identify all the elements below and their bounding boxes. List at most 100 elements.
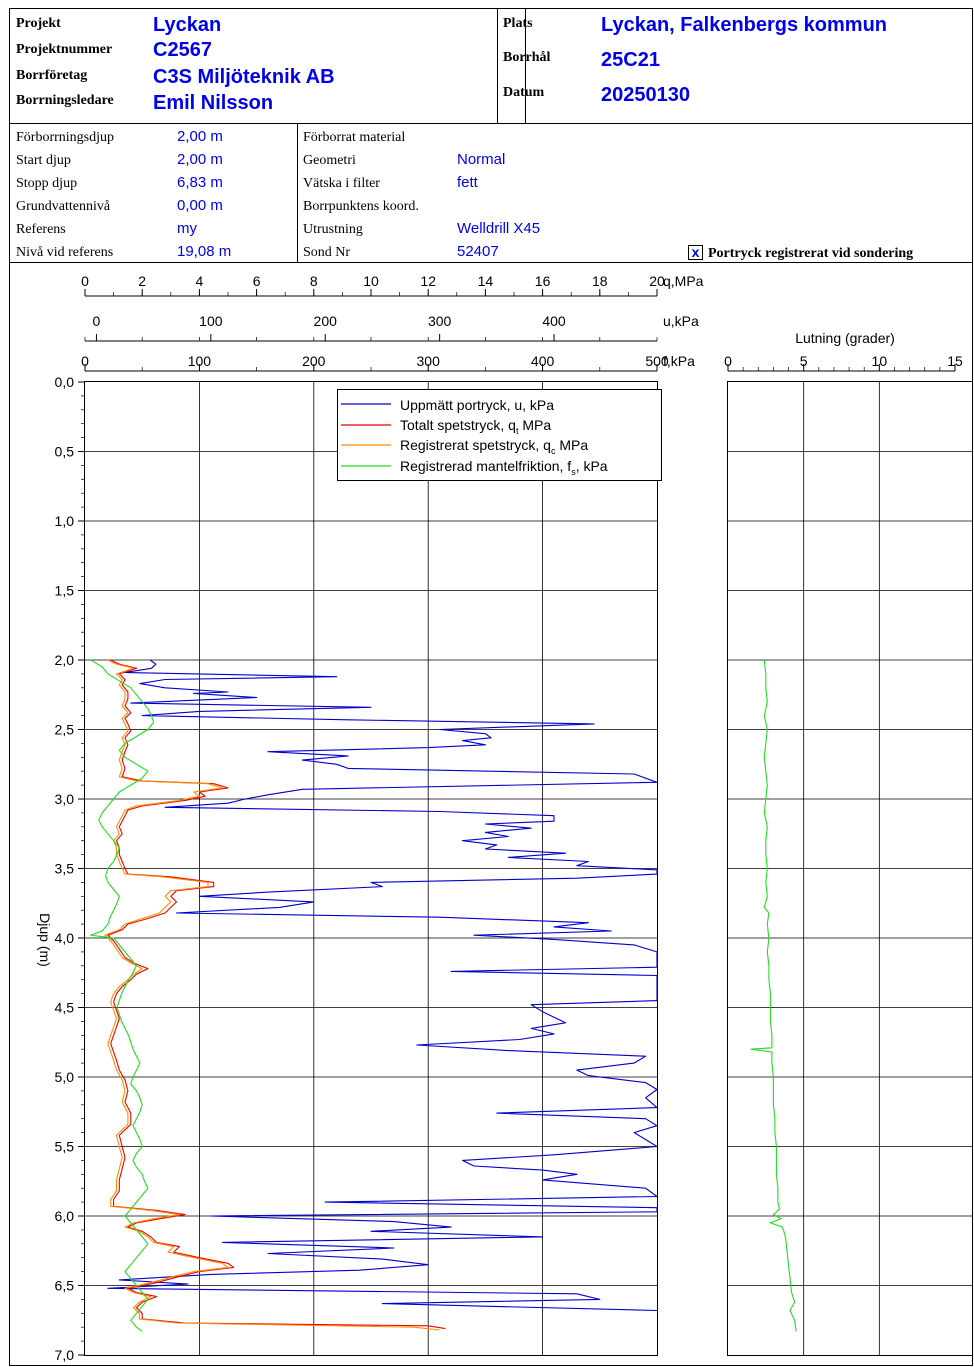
incl-x-tick-label: 15 [947,353,963,369]
main-grid [85,382,657,1355]
info-label: Geometri [303,153,356,168]
y-tick-label: 7,0 [55,1347,75,1363]
info-value: 19,08 m [177,243,231,260]
series-line-3 [90,659,155,1332]
inclination-series [750,659,797,1332]
x-tick-label: 400 [531,353,555,369]
header-label-datum: Datum [503,85,545,100]
header-label-plats: Plats [503,16,533,31]
info-label: Referens [16,222,66,237]
y-tick-label: 0,0 [55,374,75,390]
main-axes: 0,0 0,5 1,0 1,5 2,0 2,5 3,0 3,5 4,0 4,5 5,0 5,5 6,0 6… [55,273,704,1363]
y-tick-label: 5,5 [55,1139,75,1155]
y-tick-label: 2,0 [55,652,75,668]
incl-x-tick-label: 10 [872,353,888,369]
y-tick-label: 4,5 [55,1000,75,1016]
legend-label-qt: Totalt spetstryck, qt MPa [400,417,551,436]
checkbox-mark: x [692,244,700,260]
main-series [90,659,658,1332]
info-label: Förborrat material [303,130,405,145]
info-label: Nivå vid referens [16,245,113,260]
info-label: Borrpunktens koord. [303,199,419,214]
y-tick-label: 2,5 [55,722,75,738]
info-col-1: Förborrningsdjup 2,00 m Start djup 2,00 … [16,128,231,260]
x-tick-label: 200 [314,313,338,329]
inclination-chart: 0 5 10 15 Lutning (grader) [724,330,973,1356]
x-tick-label: 6 [253,273,261,289]
legend-sub: s [571,467,576,477]
x-tick-label: 16 [535,273,551,289]
x-tick-label: 100 [188,353,212,369]
legend-text: Registrerad mantelfriktion, f [400,458,571,474]
legend-text: MPa [518,417,551,433]
x-tick-label: 500 [645,353,669,369]
info-value: my [177,220,197,237]
legend-label-u: Uppmätt portryck, u, kPa [400,397,554,413]
x-tick-label: 4 [196,273,204,289]
checkbox-box[interactable] [688,245,703,260]
legend-sub: c [551,446,556,456]
y-tick-label: 4,0 [55,930,75,946]
info-value: 52407 [457,243,499,260]
legend: Uppmätt portryck, u, kPa Totalt spetstry… [337,389,662,481]
y-tick-label: 3,5 [55,861,75,877]
info-label: Sond Nr [303,245,350,260]
info-value: Normal [457,151,505,168]
header-label-borrhal: Borrhål [503,50,551,65]
info-value: 6,83 m [177,174,223,191]
x-axis-unit-label: u,kPa [663,313,699,329]
legend-text: Totalt spetstryck, q [400,417,516,433]
legend-label-fs: Registrerad mantelfriktion, fs, kPa [400,458,608,477]
info-label: Start djup [16,153,71,168]
info-label: Grundvattennivå [16,199,111,214]
checkbox-label: Portryck registrerat vid sondering [708,246,913,261]
info-label: Utrustning [303,222,363,237]
y-tick-label: 1,5 [55,583,75,599]
x-tick-label: 200 [302,353,326,369]
x-tick-label: 400 [542,313,566,329]
x-tick-label: 0 [93,313,101,329]
header-value-borrningsledare: Emil Nilsson [153,92,273,114]
series-line-1 [107,659,446,1330]
x-tick-label: 10 [363,273,379,289]
x-tick-label: 18 [592,273,608,289]
y-tick-label: 6,5 [55,1278,75,1294]
x-tick-label: 20 [649,273,665,289]
info-col-2: Förborrat material Geometri Normal Vätsk… [303,130,540,260]
report-border [9,8,973,1366]
x-tick-label: 8 [310,273,318,289]
legend-text: , kPa [576,458,608,474]
header-value-borrforetag: C3S Miljöteknik AB [153,66,335,88]
info-label: Förborrningsdjup [16,130,114,145]
info-value: fett [457,174,479,191]
info-value: 0,00 m [177,197,223,214]
y-tick-label: 3,0 [55,791,75,807]
inclination-axes: 0 5 10 15 [724,353,963,372]
x-tick-label: 2 [138,273,146,289]
info-label: Stopp djup [16,176,77,191]
y-tick-label: 0,5 [55,444,75,460]
x-axis-unit-label: f,kPa [663,353,695,369]
x-axis-unit-label: q,MPa [663,273,704,289]
pore-pressure-checkbox[interactable]: x Portryck registrerat vid sondering [688,244,914,261]
header-value-projektnummer: C2567 [153,39,212,61]
y-axis-label: Djup (m) [37,913,53,967]
x-tick-label: 300 [417,353,441,369]
legend-text: Uppmätt portryck, u, kPa [400,397,554,413]
header-value-plats: Lyckan, Falkenbergs kommun [601,14,887,36]
y-tick-label: 1,0 [55,513,75,529]
series-line-0 [107,659,658,1312]
inclination-title: Lutning (grader) [795,330,895,346]
info-value: 2,00 m [177,128,223,145]
inclination-plot-frame [727,381,973,1356]
header-left: Projekt Lyckan Projektnummer C2567 Borrf… [16,14,335,114]
x-tick-label: 100 [199,313,223,329]
y-tick-label: 5,0 [55,1069,75,1085]
header-label-borrningsledare: Borrningsledare [16,93,114,108]
header-value-borrhal: 25C21 [601,49,660,71]
info-label: Vätska i filter [303,176,380,191]
x-tick-label: 300 [428,313,452,329]
x-tick-label: 12 [420,273,436,289]
header-label-projektnummer: Projektnummer [16,42,112,57]
